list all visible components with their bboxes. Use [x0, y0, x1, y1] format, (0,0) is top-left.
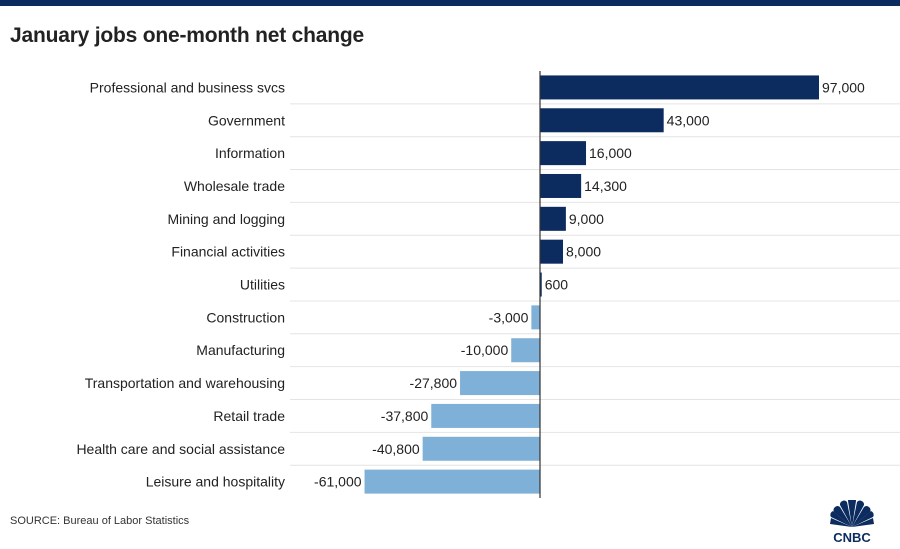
bar [540, 108, 664, 133]
value-label: 9,000 [569, 211, 604, 227]
bar [540, 173, 582, 198]
value-label: -37,800 [381, 408, 429, 424]
value-label: 16,000 [589, 145, 632, 161]
bar [531, 305, 540, 330]
category-label: Construction [206, 309, 285, 325]
bar [460, 371, 540, 396]
chart-title: January jobs one-month net change [10, 24, 364, 47]
category-label: Information [215, 145, 285, 161]
bar [431, 403, 540, 428]
category-label: Mining and logging [167, 211, 285, 227]
category-label: Government [208, 112, 285, 128]
value-label: -61,000 [314, 474, 362, 490]
category-label: Leisure and hospitality [146, 474, 285, 490]
bar [540, 141, 587, 166]
value-label: -10,000 [461, 342, 509, 358]
category-label: Manufacturing [196, 342, 285, 358]
cnbc-logo: CNBC [830, 500, 874, 545]
category-label: Wholesale trade [184, 178, 285, 194]
bar [540, 272, 542, 297]
value-label: -40,800 [372, 441, 420, 457]
bar [540, 206, 566, 231]
category-label: Financial activities [171, 244, 285, 260]
category-label: Professional and business svcs [90, 79, 285, 95]
value-label: 8,000 [566, 244, 601, 260]
value-label: -3,000 [489, 309, 529, 325]
bar [511, 338, 540, 363]
category-label: Transportation and warehousing [85, 375, 285, 391]
bar [540, 75, 819, 100]
top-accent-bar [0, 0, 900, 6]
logo-text: CNBC [833, 530, 871, 545]
bar [540, 239, 564, 264]
source-note: SOURCE: Bureau of Labor Statistics [10, 515, 190, 527]
category-label: Health care and social assistance [76, 441, 285, 457]
category-label: Retail trade [213, 408, 285, 424]
value-label: -27,800 [410, 375, 458, 391]
peacock-icon [830, 500, 874, 527]
bar [364, 469, 540, 494]
bar [422, 436, 540, 461]
value-label: 600 [545, 277, 569, 293]
category-label: Utilities [240, 277, 285, 293]
value-label: 97,000 [822, 79, 865, 95]
value-label: 14,300 [584, 178, 627, 194]
value-label: 43,000 [667, 112, 710, 128]
